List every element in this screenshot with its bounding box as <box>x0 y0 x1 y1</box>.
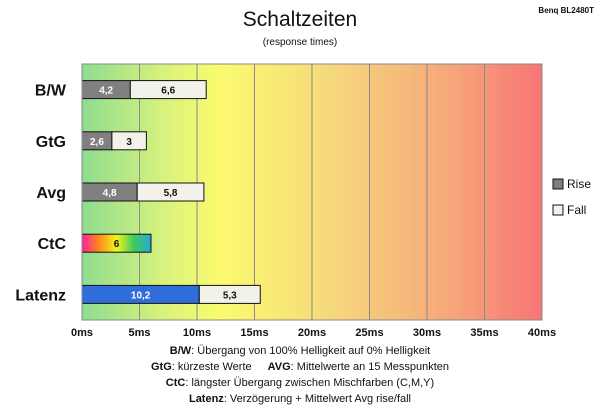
note-ctc-label: CtC <box>165 377 186 389</box>
category-label: CtC <box>38 236 67 253</box>
note-latenz-label: Latenz <box>188 393 224 405</box>
data-label: 4,2 <box>99 86 113 97</box>
x-tick-label: 10ms <box>183 327 211 339</box>
data-label: 3 <box>126 137 132 148</box>
note-latenz: Latenz: Verzögerung + Mittelwert Avg ris… <box>0 391 600 407</box>
note-avg-label: AVG <box>267 361 291 373</box>
bar-fall-avg <box>136 182 205 202</box>
corner-label: Benq BL2480T <box>538 6 594 15</box>
x-tick-label: 20ms <box>298 327 326 339</box>
category-label: Latenz <box>15 287 66 304</box>
note-latenz-text: : Verzögerung + Mittelwert Avg rise/fall <box>223 393 412 405</box>
legend-swatch-fall <box>552 204 564 216</box>
note-ctc: CtC: längster Übergang zwischen Mischfar… <box>0 375 600 391</box>
data-label: 6,6 <box>161 86 175 97</box>
data-label: 5,8 <box>164 188 178 199</box>
data-label: 6 <box>114 239 120 250</box>
category-label: Avg <box>36 185 66 202</box>
note-gtg-text: : kürzeste Werte <box>171 361 252 373</box>
note-bw-label: B/W <box>169 345 192 357</box>
note-bw-text: : Übergang von 100% Helligkeit auf 0% He… <box>191 345 431 357</box>
legend-swatch-rise <box>552 178 564 190</box>
x-tick-label: 0ms <box>71 327 93 339</box>
chart-notes: B/W: Übergang von 100% Helligkeit auf 0%… <box>0 343 600 407</box>
note-ctc-text: : längster Übergang zwischen Mischfarben… <box>185 377 435 389</box>
x-tick-label: 35ms <box>470 327 498 339</box>
plot-border <box>81 63 543 321</box>
legend-label-fall: Fall <box>567 203 586 217</box>
bar-fall-b-w <box>129 80 207 100</box>
data-label: 10,2 <box>131 290 151 301</box>
bar-fall-gtg <box>111 131 147 151</box>
note-bw: B/W: Übergang von 100% Helligkeit auf 0%… <box>0 343 600 359</box>
bar-fall-latenz <box>198 284 261 304</box>
chart-title: Schaltzeiten <box>243 8 357 31</box>
legend-label-rise: Rise <box>567 177 591 191</box>
data-label: 4,8 <box>103 188 117 199</box>
chart-subtitle: (response times) <box>263 37 337 48</box>
category-label: GtG <box>36 134 66 151</box>
x-tick-label: 25ms <box>355 327 383 339</box>
note-gtg-label: GtG <box>150 361 172 373</box>
category-label: B/W <box>35 83 67 100</box>
x-tick-label: 5ms <box>128 327 150 339</box>
note-avg-text: : Mittelwerte an 15 Messpunkten <box>290 361 450 373</box>
x-tick-label: 30ms <box>413 327 441 339</box>
data-label: 5,3 <box>223 290 237 301</box>
x-tick-label: 40ms <box>528 327 556 339</box>
data-label: 2,6 <box>90 137 104 148</box>
x-tick-label: 15ms <box>240 327 268 339</box>
note-gtg-avg: GtG: kürzeste Werte AVG: Mittelwerte an 1… <box>0 359 600 375</box>
